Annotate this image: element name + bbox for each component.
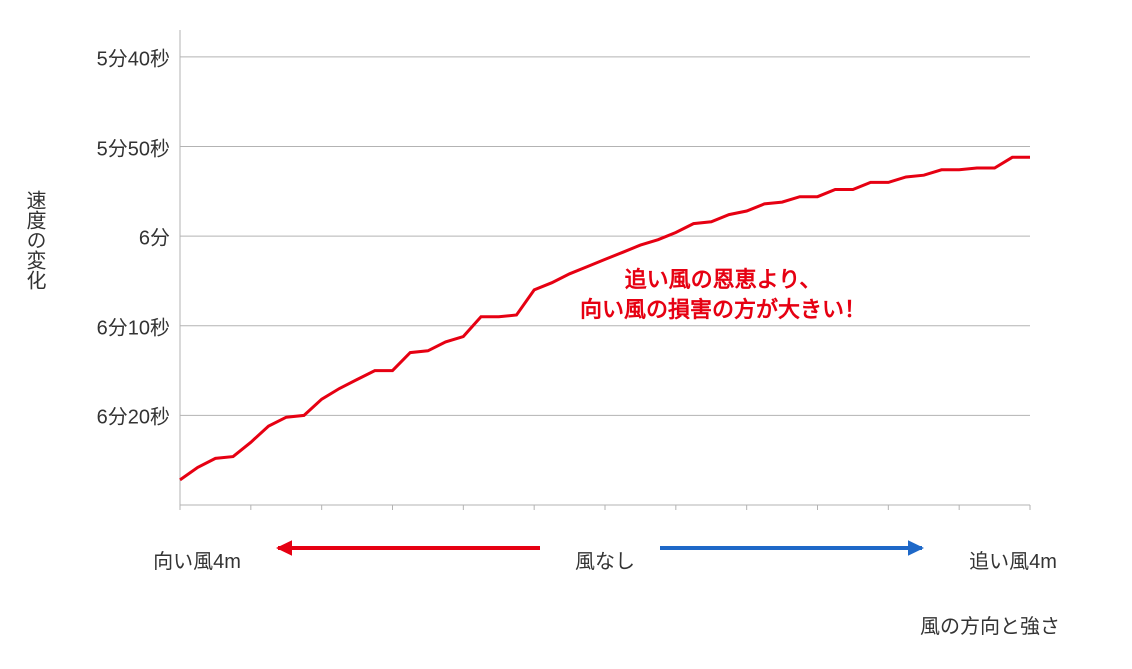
annotation-line1: 追い風の恩恵より、 [580, 265, 866, 295]
chart-container: 速度の変化 風の方向と強さ 5分40秒 5分50秒 6分 6分10秒 6分20秒… [0, 0, 1132, 669]
annotation-line2: 向い風の損害の方が大きい！ [580, 295, 866, 325]
y-axis-title: 速度の変化 [22, 190, 46, 290]
y-tick-label: 6分10秒 [80, 311, 170, 340]
y-tick-label: 6分 [80, 222, 170, 251]
x-tick-label: 向い風4m [153, 545, 241, 574]
y-tick-label: 5分50秒 [80, 132, 170, 161]
y-tick-label: 6分20秒 [80, 401, 170, 430]
x-tick-label: 風なし [575, 545, 635, 574]
x-tick-label: 追い風4m [969, 545, 1057, 574]
annotation-text: 追い風の恩恵より、 向い風の損害の方が大きい！ [580, 265, 866, 324]
y-tick-label: 5分40秒 [80, 42, 170, 71]
x-axis-title: 風の方向と強さ [920, 610, 1060, 639]
